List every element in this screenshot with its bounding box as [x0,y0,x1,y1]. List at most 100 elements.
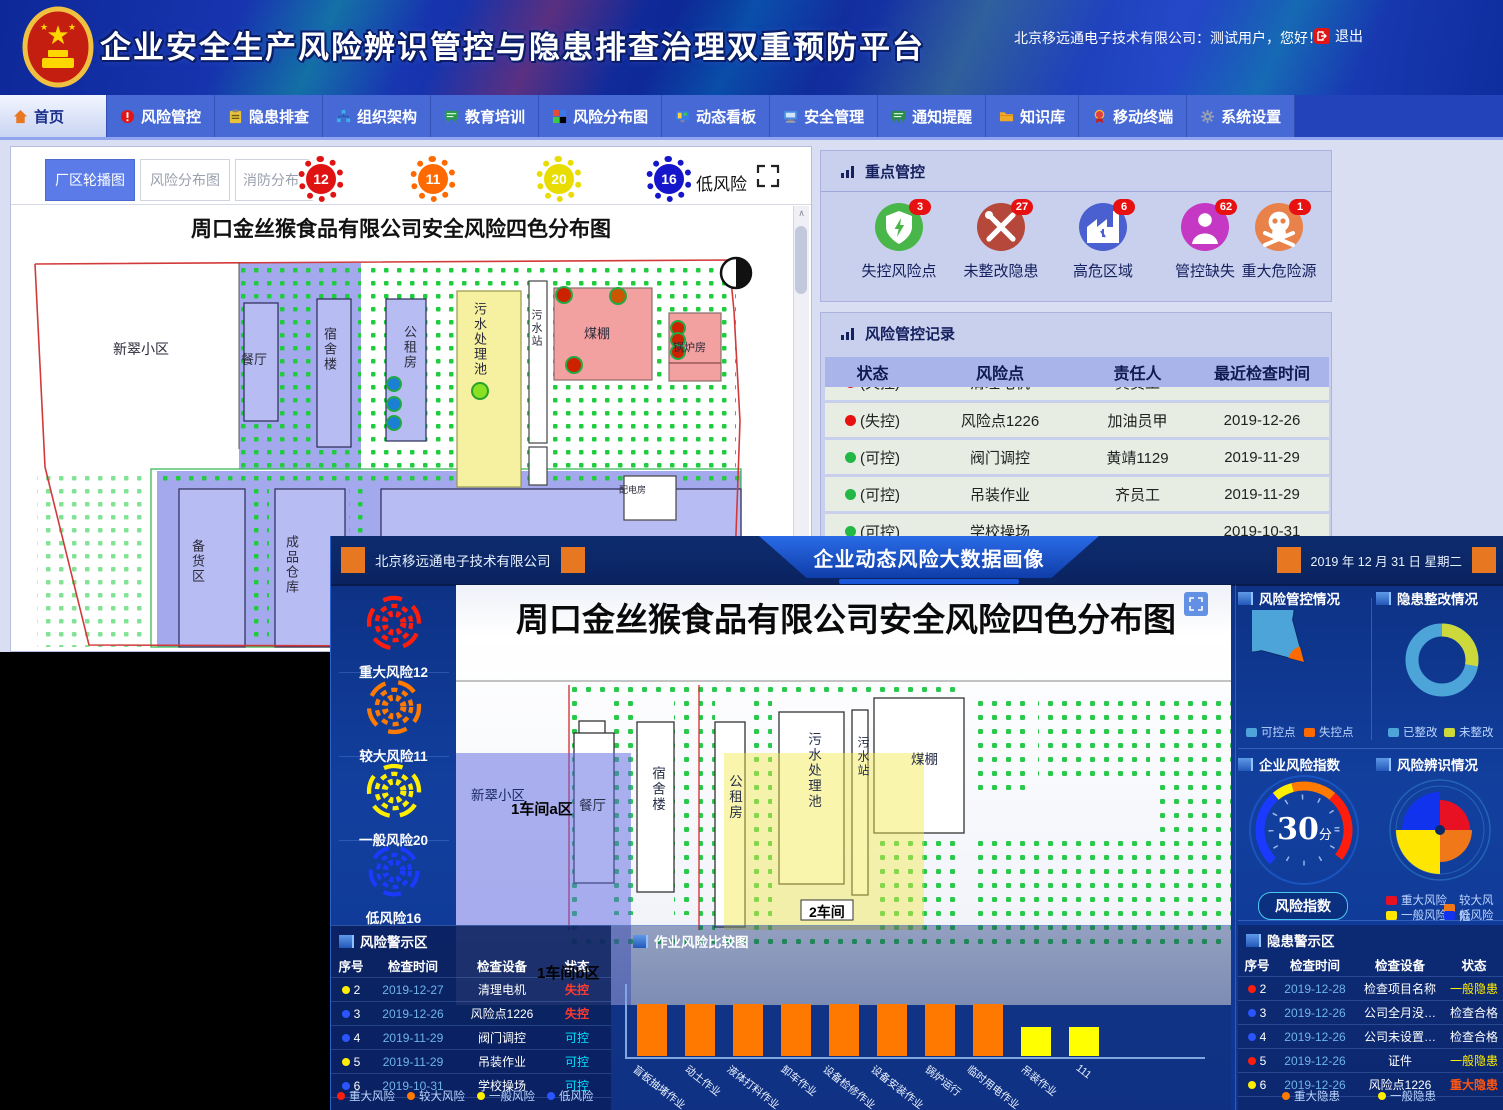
org-chart-icon [336,109,351,122]
logout-icon [1314,28,1330,44]
identify-rose-chart [1389,779,1491,881]
bar-label: 动土作业 [682,1063,723,1099]
kc-item-high-risk-area[interactable]: 6 高危区域 [1072,199,1135,280]
legend-large-risk: 较大风险 [407,1088,465,1104]
person-icon [1181,203,1229,251]
gear-icon [1201,109,1215,123]
compass-icon [719,256,753,290]
divider [339,672,449,673]
kc-item-major-hazard[interactable]: 1 重大危险源 [1241,199,1317,280]
record-row[interactable]: (可控) 吊装作业 齐员工 2019-11-29 [825,477,1329,511]
bar-111 [1069,1027,1099,1056]
seq-dot [341,1033,350,1042]
seq-dot [1247,1008,1256,1017]
tab-education[interactable]: 教育培训 [431,95,540,137]
risk-alert-row[interactable]: 2 2019-12-27 清理电机 失控 [331,978,611,1002]
legend-dot [1282,1092,1290,1100]
folder-icon [1000,111,1014,121]
hazard-alert-row[interactable]: 2 2019-12-28 检查项目名称 一般隐患 [1238,977,1503,1001]
tab-system-settings[interactable]: 系统设置 [1187,95,1296,137]
seq-dot [1247,1032,1256,1041]
general-risk-badge[interactable]: 20 [536,156,582,202]
risk-index-button[interactable]: 风险指数 [1258,892,1348,920]
tab-hazard-inspection[interactable]: 隐患排查 [215,95,324,137]
record-row[interactable]: (失控) 风险点1226 加油员甲 2019-12-26 [825,403,1329,437]
risk-index-title: 企业风险指数 [1238,754,1371,774]
hazard-alert-row[interactable]: 5 2019-12-26 证件 一般隐患 [1238,1049,1503,1073]
legend-dot [337,1092,345,1100]
tab-risk-map[interactable]: 风险分布图 [539,95,663,137]
major-risk-badge[interactable]: 12 [298,156,344,202]
panel-icon [339,934,354,948]
bars-icon [841,328,854,340]
job-chart-title: 作业风险比较图 [611,926,1231,951]
risk-level-low: 低风险16 [331,842,456,927]
legend-id-general: 一般风险 [1386,907,1447,923]
fullscreen-icon[interactable] [755,163,781,189]
status-dot [845,525,856,537]
dashboard-title: 企业动态风险大数据画像 [759,536,1099,578]
kc-item-unrectified[interactable]: 27 未整改隐患 [963,199,1039,280]
hazard-alert-row[interactable]: 3 2019-12-26 公司全月没… 检查合格 [1238,1001,1503,1025]
workshop-2-label-box [800,899,854,921]
dashboard-map-title: 周口金丝猴食品有限公司安全风险四色分布图 [516,601,1176,638]
logout-button[interactable]: 退出 [1314,26,1363,46]
seq-dot [341,985,350,994]
map-buildings [178,280,742,648]
panel-icon [1376,757,1391,771]
y-axis [625,984,627,1058]
control-pie-panel: 风险管控情况 可控点 失控点 [1238,588,1371,748]
kc-item-control-missing[interactable]: 62 管控缺失 [1174,199,1237,280]
accent-bar [341,547,365,573]
status-dot [845,451,856,463]
large-risk-badge[interactable]: 11 [410,156,456,202]
svg-text:★: ★ [68,22,76,32]
app-title: 企业安全生产风险辨识管控与隐患排查治理双重预防平台 [100,30,925,65]
kc-item-lost-risk[interactable]: 3 失控风险点 [861,199,937,280]
legend-id-major: 重大风险 [1386,892,1447,908]
accent-bar [1276,547,1301,573]
tab-dynamic-board[interactable]: 动态看板 [662,95,771,137]
bar-label: 锅炉运行 [922,1063,963,1099]
scrollbar-thumb[interactable] [795,226,807,294]
accent-bar [1472,547,1496,573]
job-risk-chart-panel: 作业风险比较图 盲板抽堵作业 动土作业 液体打料作业 卸车作业 设备检修作业 设… [611,925,1231,1110]
risk-map-button[interactable]: 风险分布图 [140,159,230,201]
bar-label: 111 [1073,1062,1094,1082]
tab-knowledge-base[interactable]: 知识库 [986,95,1080,137]
tab-safety-management[interactable]: 安全管理 [770,95,879,137]
record-row[interactable]: (可控) 阀门调控 黄靖1129 2019-11-29 [825,440,1329,474]
rectify-donut-chart [1405,623,1479,697]
risk-alert-row[interactable]: 3 2019-12-26 风险点1226 失控 [331,1002,611,1026]
hazard-alert-title: 隐患警示区 [1238,925,1503,950]
scroll-up-arrow[interactable]: ∧ [798,208,805,218]
tab-risk-control[interactable]: 风险管控 [107,95,216,137]
plant-carousel-button[interactable]: 厂区轮播图 [45,159,135,201]
bar-anzhuang [877,1004,907,1056]
tab-notifications[interactable]: 通知提醒 [878,95,987,137]
hazard-alert-row[interactable]: 6 2019-12-26 风险点1226 重大隐患 [1238,1073,1503,1097]
app-header: ★ ★ ★ 企业安全生产风险辨识管控与隐患排查治理双重预防平台 北京移远通电子技… [0,0,1503,95]
map-expand-icon[interactable] [1184,592,1208,616]
divider [339,756,449,757]
risk-alert-row[interactable]: 4 2019-11-29 阀门调控 可控 [331,1026,611,1050]
panel-icon [1238,591,1253,605]
low-risk-badge[interactable]: 16 [646,156,692,202]
tab-home[interactable]: 首页 [0,95,107,137]
status-dot [845,414,856,426]
accent-bar [560,547,585,573]
bar-label: 吊装作业 [1018,1063,1059,1099]
skull-icon [1255,203,1303,251]
tab-organization[interactable]: 组织架构 [323,95,432,137]
divider [1238,920,1503,921]
risk-alert-row[interactable]: 5 2019-11-29 吊装作业 可控 [331,1050,611,1074]
risk-alert-row[interactable]: 6 2019-10-31 学校操场 可控 [331,1074,611,1098]
bar-xieche [781,1004,811,1056]
large-risk-radial-icon [366,679,421,735]
risk-pins[interactable] [386,286,686,431]
tab-mobile-terminal[interactable]: 移动终端 [1079,95,1188,137]
risk-index-panel: 企业风险指数 30分 风险指数 [1238,754,1371,920]
control-pie-title: 风险管控情况 [1238,588,1371,608]
hazard-alert-row[interactable]: 4 2019-12-26 公司未设置… 检查合格 [1238,1025,1503,1049]
record-row[interactable]: (失控) 清理电机 黄员工 2019-12-27 [825,387,1329,400]
